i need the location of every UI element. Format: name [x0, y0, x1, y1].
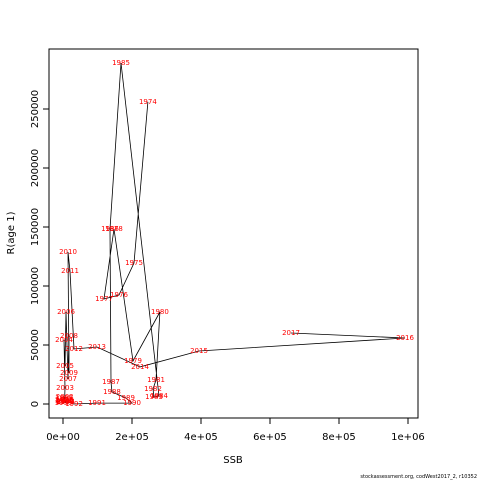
point-label: 1992 [65, 400, 83, 408]
x-tick-label: 6e+05 [253, 432, 287, 443]
y-tick-label: 150000 [30, 208, 41, 246]
point-label: 1989 [117, 394, 135, 402]
footer: stockassessment.org, codWest2017_2, r103… [360, 474, 477, 480]
plot-frame [48, 48, 419, 419]
point-label: 1999 [55, 399, 73, 407]
point-label: 2011 [61, 267, 79, 275]
y-tick-label: 100000 [30, 267, 41, 305]
y-tick-label: 200000 [30, 149, 41, 187]
point-label: 1976 [110, 291, 128, 299]
point-label: 2006 [57, 308, 75, 316]
x-tick-label: 8e+05 [322, 432, 356, 443]
point-label: 2003 [56, 384, 74, 392]
point-label: 1991 [88, 399, 106, 407]
point-label: 1994 [56, 398, 74, 406]
line [62, 62, 406, 405]
point-label: 1981 [147, 376, 165, 384]
point-label: 1974 [139, 98, 157, 106]
y-axis-label: R(age 1) [6, 211, 17, 254]
point-label: 2009 [60, 369, 78, 377]
point-label: 1985 [112, 59, 130, 67]
point-label: 2014 [131, 363, 149, 371]
point-label: 1998 [55, 395, 73, 403]
point-label: 2007 [59, 375, 77, 383]
x-tick-label: 0e+00 [46, 432, 80, 443]
y-tick-label: 50000 [30, 329, 41, 361]
point-label: 1993 [57, 398, 75, 406]
point-label: 2001 [55, 396, 73, 404]
point-label: 2016 [396, 334, 414, 342]
point-label: 2013 [88, 343, 106, 351]
point-label: 1987 [102, 378, 120, 386]
point-label: 1990 [123, 399, 141, 407]
point-label: 2010 [59, 248, 77, 256]
point-label: 2005 [56, 362, 74, 370]
point-label: 1988 [103, 388, 121, 396]
y-tick-label: 0 [30, 401, 41, 407]
x-tick-label: 4e+05 [184, 432, 218, 443]
point-label: 2000 [57, 398, 75, 406]
point-label: 1980 [151, 308, 169, 316]
point-label: 1997 [55, 397, 73, 405]
point-label: 1983 [145, 393, 163, 401]
x-tick-label: 2e+05 [115, 432, 149, 443]
point-label: 2002 [56, 393, 74, 401]
point-label: 1979 [124, 357, 142, 365]
point-label: 1986 [101, 225, 119, 233]
x-axis-label: SSB [223, 455, 243, 466]
point-label: 1978 [105, 225, 123, 233]
point-label: 1984 [150, 392, 168, 400]
point-label: 1975 [125, 259, 143, 267]
y-tick-label: 250000 [30, 90, 41, 128]
point-label: 2017 [282, 329, 300, 337]
point-label: 2004 [55, 336, 73, 344]
point-label: 2008 [60, 332, 78, 340]
point-label: 1995 [55, 394, 73, 402]
x-tick-label: 1e+06 [391, 432, 425, 443]
point-label: 2015 [190, 347, 208, 355]
point-label: 2012 [65, 345, 83, 353]
point-label: 1982 [144, 385, 162, 393]
point-label: 1996 [56, 396, 74, 404]
point-label: 1977 [95, 295, 113, 303]
